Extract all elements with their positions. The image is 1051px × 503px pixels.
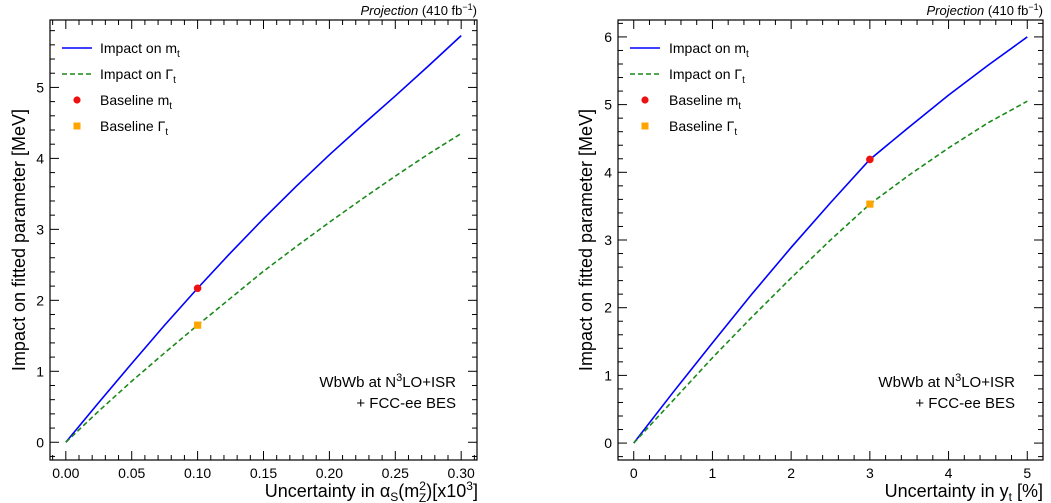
right-chart: Projection (410 fb−1) 0 1 2 3 4 5 0 1 2 3 4 5 6 Impa… bbox=[576, 2, 1044, 503]
left-series-gt-line bbox=[65, 132, 462, 443]
right-legend-mt-label: Impact on mt bbox=[669, 40, 749, 60]
left-x-tick-label: 0.30 bbox=[448, 465, 475, 481]
left-series-mt-line bbox=[65, 35, 462, 443]
right-legend-bgt-swatch bbox=[641, 122, 649, 130]
left-legend: Impact on mt Impact on Γt Baseline mt Ba… bbox=[62, 40, 180, 138]
right-x-tick-label: 2 bbox=[787, 465, 795, 481]
right-annotation: WbWb at N3LO+ISR + FCC-ee BES bbox=[878, 372, 1015, 412]
right-projection-header: Projection (410 fb−1) bbox=[926, 2, 1043, 18]
right-legend-gt-label: Impact on Γt bbox=[669, 66, 745, 86]
left-y-axis-label: Impact on fitted parameter [MeV] bbox=[9, 109, 29, 371]
left-x-axis-label: Uncertainty in αS(m2 Z)[x103] bbox=[265, 479, 478, 503]
left-y-tick-label: 3 bbox=[36, 221, 44, 237]
left-annotation-line2: + FCC-ee BES bbox=[356, 395, 456, 412]
right-y-tick-label: 5 bbox=[604, 97, 612, 113]
right-ticks: 0 1 2 3 4 5 0 1 2 3 4 5 6 bbox=[604, 20, 1044, 481]
left-x-tick-label: 0.25 bbox=[382, 465, 409, 481]
left-x-tick-label: 0.10 bbox=[184, 465, 211, 481]
left-annotation: WbWb at N3LO+ISR + FCC-ee BES bbox=[319, 372, 456, 412]
right-y-tick-label: 1 bbox=[604, 367, 612, 383]
left-x-tick-label: 0.00 bbox=[52, 465, 79, 481]
right-x-tick-label: 4 bbox=[945, 465, 953, 481]
left-y-tick-label: 4 bbox=[36, 150, 44, 166]
right-x-tick-label: 5 bbox=[1023, 465, 1031, 481]
left-y-tick-label: 1 bbox=[36, 363, 44, 379]
left-ticks: 0.00 0.05 0.10 0.15 0.20 0.25 0.30 0 1 2 3 4 5 bbox=[36, 20, 477, 481]
right-series-layer bbox=[633, 36, 1028, 444]
left-baseline-mt-point bbox=[193, 284, 202, 293]
right-y-axis-label: Impact on fitted parameter [MeV] bbox=[576, 109, 596, 371]
right-x-tick-label: 0 bbox=[630, 465, 638, 481]
left-x-tick-label: 0.05 bbox=[118, 465, 145, 481]
left-baseline-gt-point bbox=[194, 321, 202, 329]
right-y-tick-label: 3 bbox=[604, 232, 612, 248]
left-plot-frame bbox=[49, 19, 478, 461]
right-x-axis-label: Uncertainty in yt [%] bbox=[885, 481, 1043, 503]
left-x-tick-label: 0.15 bbox=[250, 465, 277, 481]
left-legend-bgt-swatch bbox=[73, 122, 81, 130]
right-x-tick-label: 3 bbox=[866, 465, 874, 481]
right-baseline-mt-point bbox=[866, 155, 874, 164]
left-series-layer bbox=[65, 35, 462, 443]
right-legend-bmt-swatch bbox=[641, 96, 649, 104]
right-series-gt-line bbox=[633, 100, 1028, 444]
right-series-mt-line bbox=[633, 36, 1028, 444]
right-y-tick-label: 6 bbox=[604, 29, 612, 45]
right-annotation-line1: WbWb at N3LO+ISR bbox=[878, 372, 1015, 391]
left-legend-mt-label: Impact on mt bbox=[100, 40, 180, 60]
right-y-tick-label: 2 bbox=[604, 300, 612, 316]
left-y-tick-label: 2 bbox=[36, 292, 44, 308]
left-y-tick-label: 5 bbox=[36, 79, 44, 95]
left-x-tick-label: 0.20 bbox=[316, 465, 343, 481]
left-legend-bgt-label: Baseline Γt bbox=[100, 118, 168, 138]
left-projection-header: Projection (410 fb−1) bbox=[360, 2, 477, 18]
right-annotation-line2: + FCC-ee BES bbox=[915, 395, 1015, 412]
right-y-tick-label: 4 bbox=[604, 164, 612, 180]
left-legend-gt-label: Impact on Γt bbox=[100, 66, 176, 86]
left-legend-bmt-label: Baseline mt bbox=[100, 92, 172, 112]
left-annotation-line1: WbWb at N3LO+ISR bbox=[319, 372, 456, 391]
right-x-tick-label: 1 bbox=[709, 465, 717, 481]
right-legend-bgt-label: Baseline Γt bbox=[669, 118, 737, 138]
left-y-tick-label: 0 bbox=[36, 434, 44, 450]
left-legend-bmt-swatch bbox=[73, 96, 81, 104]
right-legend-bmt-label: Baseline mt bbox=[669, 92, 741, 112]
right-baseline-gt-point bbox=[866, 200, 874, 208]
right-y-tick-label: 0 bbox=[604, 435, 612, 451]
left-chart: Projection (410 fb−1) 0.00 0.05 0.10 0.15 0.… bbox=[9, 2, 478, 503]
right-legend: Impact on mt Impact on Γt Baseline mt Ba… bbox=[630, 40, 749, 138]
